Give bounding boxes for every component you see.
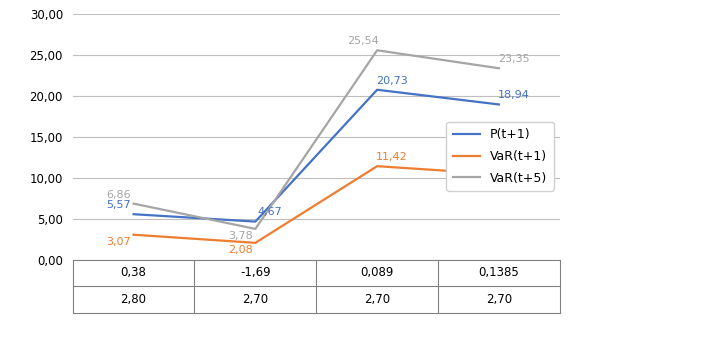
VaR(t+1) <box>129 233 138 237</box>
Text: 25,54: 25,54 <box>347 36 378 46</box>
P(t+1) <box>129 212 138 216</box>
Text: 10,44: 10,44 <box>498 160 529 170</box>
VaR(t+1) <box>373 164 382 168</box>
Line: P(t+1): P(t+1) <box>134 90 499 222</box>
Text: 3,07: 3,07 <box>107 237 132 247</box>
Text: 5,57: 5,57 <box>107 200 132 210</box>
Text: 0,38: 0,38 <box>121 266 147 279</box>
Text: 2,70: 2,70 <box>242 293 268 306</box>
VaR(t+5) <box>373 48 382 52</box>
Text: 4,67: 4,67 <box>257 208 282 218</box>
Text: 20,73: 20,73 <box>376 76 408 86</box>
P(t+1) <box>494 102 503 106</box>
Line: VaR(t+1): VaR(t+1) <box>134 166 499 243</box>
Text: 2,08: 2,08 <box>228 245 253 255</box>
P(t+1) <box>373 88 382 92</box>
VaR(t+1) <box>494 172 503 176</box>
Text: 6,86: 6,86 <box>107 189 132 199</box>
VaR(t+5) <box>494 66 503 70</box>
Text: 2,80: 2,80 <box>121 293 147 306</box>
Line: VaR(t+5): VaR(t+5) <box>134 50 499 229</box>
Text: 3,78: 3,78 <box>228 231 253 241</box>
Text: 0,1385: 0,1385 <box>478 266 519 279</box>
P(t+1) <box>251 220 260 224</box>
Text: -1,69: -1,69 <box>240 266 270 279</box>
Text: 2,70: 2,70 <box>486 293 512 306</box>
Text: 18,94: 18,94 <box>497 90 529 100</box>
Text: 2,70: 2,70 <box>364 293 390 306</box>
VaR(t+5) <box>129 201 138 206</box>
Text: 11,42: 11,42 <box>376 152 408 162</box>
VaR(t+5) <box>251 227 260 231</box>
Legend: P(t+1), VaR(t+1), VaR(t+5): P(t+1), VaR(t+1), VaR(t+5) <box>446 122 553 191</box>
Text: 23,35: 23,35 <box>498 54 529 64</box>
VaR(t+1) <box>251 241 260 245</box>
Text: 0,089: 0,089 <box>361 266 394 279</box>
